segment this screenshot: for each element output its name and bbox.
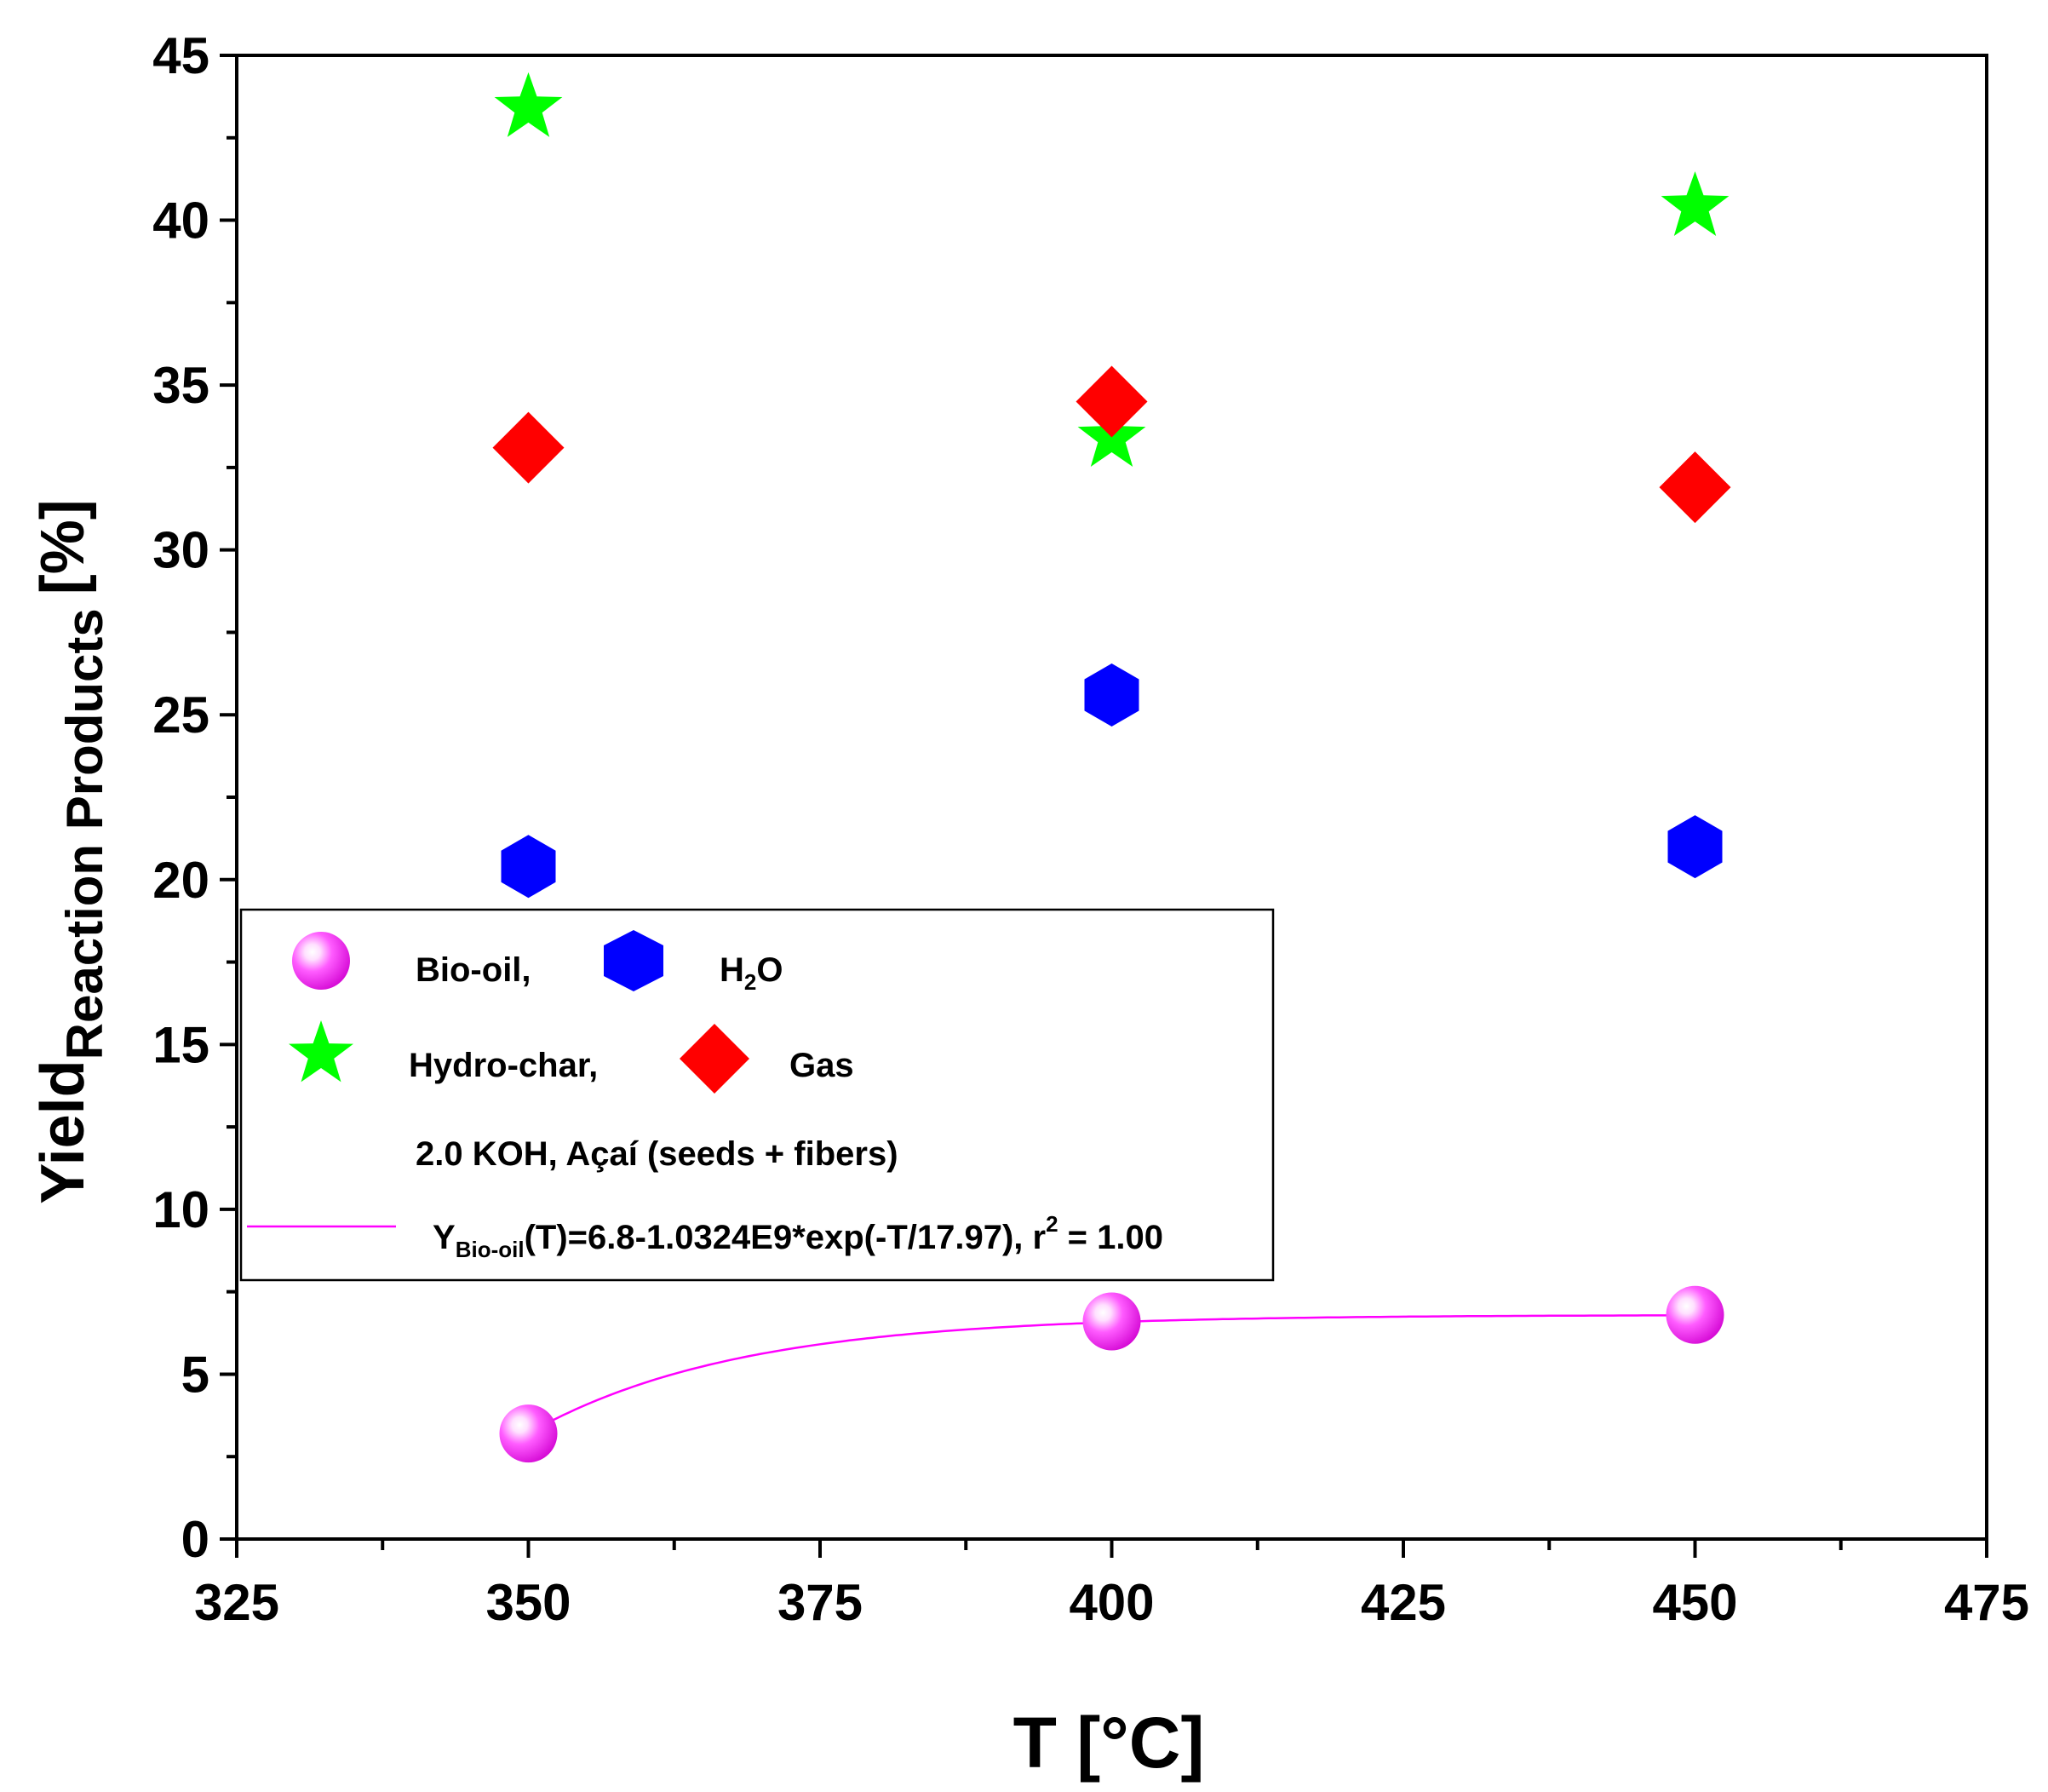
x-tick-label: 450 xyxy=(1652,1574,1737,1631)
legend-fit-mid: (T)=6.8-1.0324E9*exp(-T/17.97), r xyxy=(525,1219,1047,1256)
x-tick-label: 325 xyxy=(194,1574,279,1631)
legend-swatch-hydro-char xyxy=(289,1020,353,1083)
legend-label-gas: Gas xyxy=(789,1047,854,1084)
legend-fit-end: = 1.00 xyxy=(1058,1219,1163,1256)
legend-label-h2o: H2O xyxy=(720,951,783,995)
legend-label-h2o-sub: 2 xyxy=(744,969,756,995)
h2o-point xyxy=(1084,663,1139,727)
y-tick-label: 45 xyxy=(152,27,209,84)
y-axis-title: YieldReaction Products [%] xyxy=(29,499,113,1203)
y-tick-label: 30 xyxy=(152,522,209,579)
x-tick-label: 475 xyxy=(1944,1574,2029,1631)
legend-fit-sup: 2 xyxy=(1046,1211,1058,1237)
gas-point xyxy=(1076,365,1148,438)
hydro-char-point xyxy=(494,72,563,137)
data-marks xyxy=(492,72,1731,1463)
legend-swatch-gas xyxy=(680,1024,749,1094)
y-tick-labels: 0 5 10 15 20 25 30 35 40 45 xyxy=(152,27,209,1568)
plot-frame xyxy=(235,54,1988,1541)
legend-swatch-bio-oil xyxy=(292,932,350,990)
y-tick-label: 35 xyxy=(152,357,209,414)
y-tick-label: 5 xyxy=(181,1346,209,1403)
y-axis-title-unit: [%] xyxy=(29,499,97,594)
legend-swatch-h2o xyxy=(604,930,663,991)
legend: Bio-oil, H2O Hydro-char, Gas 2.0 KOH, Aç… xyxy=(239,908,1275,1282)
y-tick-label: 0 xyxy=(181,1511,209,1568)
x-tick-label: 375 xyxy=(777,1574,863,1631)
legend-label-fit: YBio-oil(T)=6.8-1.0324E9*exp(-T/17.97), … xyxy=(433,1211,1163,1262)
y-tick-label: 25 xyxy=(152,686,209,744)
gas-point xyxy=(492,411,565,484)
legend-box xyxy=(239,908,1275,1282)
legend-fit-y: Y xyxy=(433,1219,456,1256)
x-tick-label: 350 xyxy=(485,1574,571,1631)
legend-label-bio-oil: Bio-oil, xyxy=(416,951,531,989)
legend-note: 2.0 KOH, Açaí (seeds + fibers) xyxy=(416,1135,898,1173)
bio-oil-point xyxy=(1082,1292,1141,1351)
y-tick-label: 40 xyxy=(152,192,209,250)
legend-fit-sub: Bio-oil xyxy=(456,1237,525,1262)
legend-label-h2o-h: H xyxy=(720,951,744,989)
x-axis-title: T [°C] xyxy=(1013,1703,1205,1783)
hydro-char-point xyxy=(1661,171,1730,236)
y-axis-title-subscript: Reaction Products xyxy=(56,608,113,1060)
legend-label-hydro-char: Hydro-char, xyxy=(409,1047,598,1084)
y-axis-title-main: Yield xyxy=(29,1060,97,1203)
gas-point xyxy=(1659,451,1731,524)
x-tick-labels: 325 350 375 400 425 450 475 xyxy=(194,1574,2029,1631)
h2o-point xyxy=(1667,815,1723,879)
y-tick-label: 10 xyxy=(152,1181,209,1238)
x-tick-label: 400 xyxy=(1069,1574,1154,1631)
y-tick-label: 15 xyxy=(152,1016,209,1073)
y-tick-label: 20 xyxy=(152,852,209,909)
x-tick-label: 425 xyxy=(1361,1574,1446,1631)
legend-label-h2o-o: O xyxy=(756,951,783,989)
bio-oil-point xyxy=(499,1404,558,1463)
bio-oil-point xyxy=(1666,1285,1724,1344)
h2o-point xyxy=(501,835,556,899)
